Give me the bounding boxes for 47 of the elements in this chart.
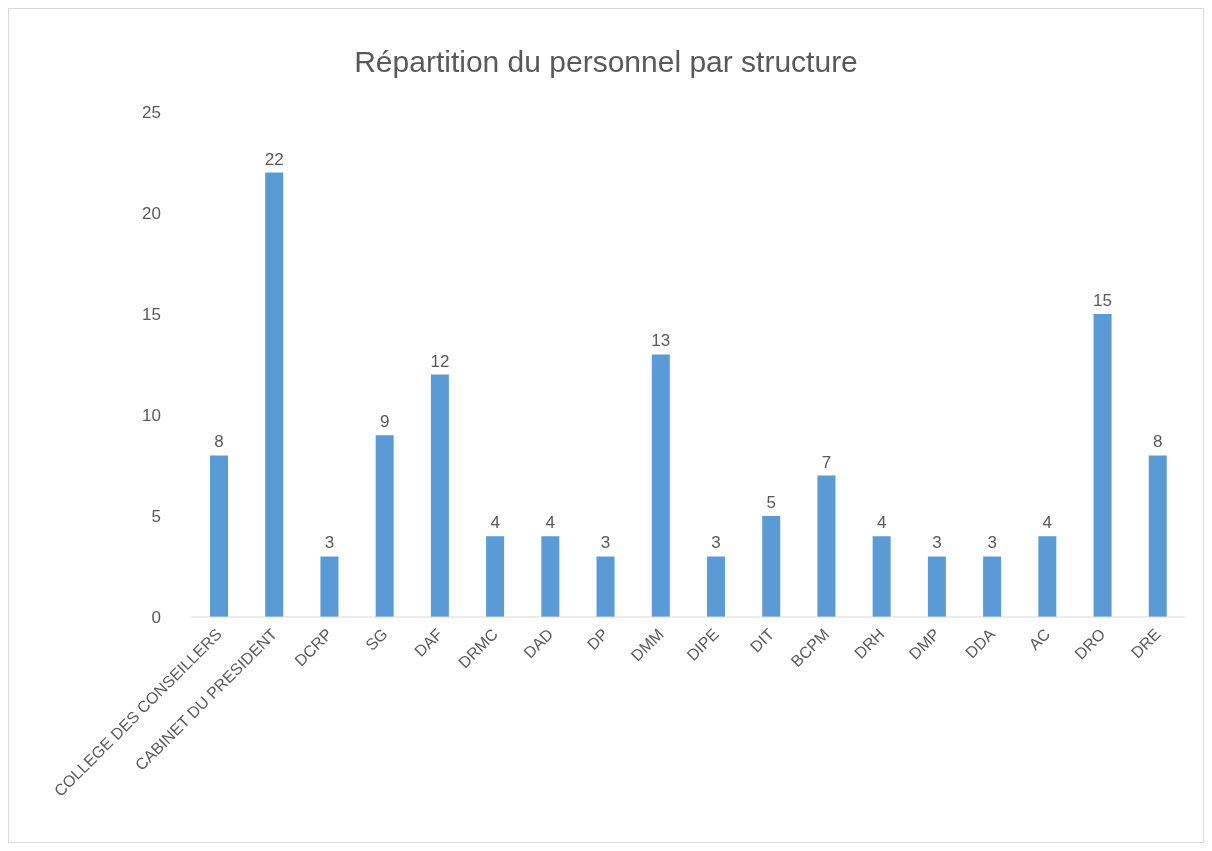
- bar: [983, 556, 1002, 617]
- bar: [927, 556, 946, 617]
- y-tick-label: 5: [151, 507, 161, 527]
- data-label: 8: [214, 432, 224, 452]
- data-label: 3: [711, 533, 721, 553]
- bar: [1038, 536, 1057, 617]
- data-label: 22: [264, 149, 284, 169]
- data-label: 9: [379, 412, 390, 432]
- bar: [430, 374, 449, 617]
- data-label: 4: [876, 513, 887, 533]
- data-label: 13: [651, 331, 671, 351]
- bar: [762, 516, 781, 617]
- bar: [1148, 455, 1167, 617]
- bar: [375, 435, 394, 617]
- bar: [541, 536, 560, 617]
- y-tick-label: 0: [151, 608, 161, 628]
- bar: [1093, 314, 1112, 617]
- x-tick-label: DIT: [746, 625, 778, 656]
- data-label: 3: [932, 533, 942, 553]
- bar: [596, 556, 615, 617]
- data-label: 5: [766, 493, 776, 512]
- y-tick-label: 10: [142, 406, 161, 426]
- x-tick-label: DP: [583, 625, 612, 654]
- bar: [707, 556, 725, 617]
- data-label: 3: [324, 533, 335, 553]
- bar: [265, 172, 284, 617]
- data-label: 8: [1153, 432, 1163, 452]
- bar: [872, 536, 891, 617]
- data-label: 12: [430, 351, 450, 371]
- data-label: 4: [545, 513, 556, 533]
- y-tick-label: 25: [142, 103, 161, 123]
- data-label: 7: [821, 452, 832, 472]
- data-label: 4: [490, 513, 500, 533]
- bar: [486, 536, 505, 617]
- x-tick-label: SG: [362, 625, 391, 654]
- data-label: 15: [1093, 291, 1113, 310]
- bar: [651, 354, 670, 617]
- data-label: 3: [987, 533, 997, 553]
- y-tick-label: 15: [142, 305, 161, 325]
- bar: [817, 475, 836, 617]
- data-label: 4: [1042, 513, 1053, 533]
- chart-title: Répartition du personnel par structure: [353, 45, 859, 79]
- bar: [210, 455, 228, 617]
- data-label: 3: [600, 533, 611, 553]
- bar: [320, 556, 339, 617]
- x-tick-label: AC: [1025, 625, 1054, 654]
- y-tick-label: 20: [142, 204, 161, 224]
